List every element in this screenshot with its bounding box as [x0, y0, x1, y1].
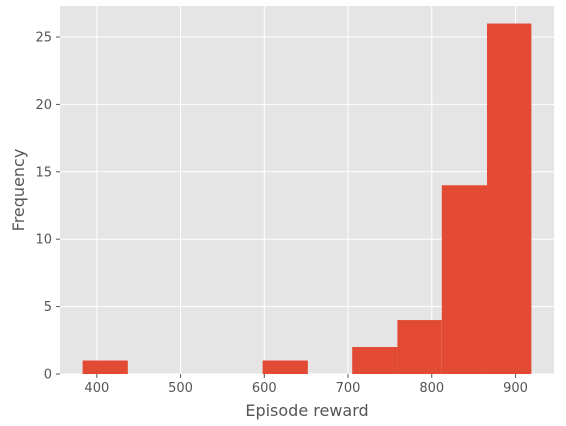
x-tick-label: 600 [252, 381, 277, 396]
x-tick-label: 500 [168, 381, 193, 396]
y-tick-label: 10 [35, 233, 52, 248]
y-tick-label: 25 [35, 31, 52, 46]
x-tick-label: 400 [84, 381, 109, 396]
histogram-bar [397, 320, 442, 374]
y-tick-label: 20 [35, 98, 52, 113]
histogram-bar [82, 360, 128, 374]
x-axis-ticks: 400 500 600 700 800 900 [84, 374, 528, 396]
histogram-bar [441, 185, 488, 374]
y-tick-label: 5 [44, 300, 52, 315]
histogram-bar [487, 23, 532, 375]
bars [82, 23, 532, 375]
x-tick-label: 700 [336, 381, 361, 396]
y-axis-ticks: 0 5 10 15 20 25 [35, 31, 60, 383]
x-tick-label: 900 [503, 381, 528, 396]
y-axis-label: Frequency [9, 149, 28, 232]
x-axis-label: Episode reward [245, 401, 368, 420]
histogram-bar [262, 360, 308, 374]
x-tick-label: 800 [419, 381, 444, 396]
grid-lines [60, 6, 554, 375]
y-tick-label: 0 [44, 368, 52, 383]
y-tick-label: 15 [35, 165, 52, 180]
histogram-bar [352, 347, 398, 374]
